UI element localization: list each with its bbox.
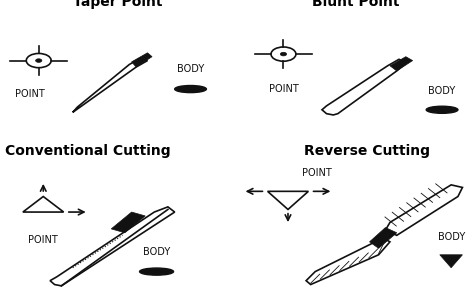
- Text: BODY: BODY: [143, 247, 170, 257]
- Circle shape: [280, 52, 287, 56]
- Polygon shape: [23, 197, 64, 212]
- Text: POINT: POINT: [269, 84, 298, 94]
- Text: POINT: POINT: [28, 235, 58, 245]
- Title: Reverse Cutting: Reverse Cutting: [304, 144, 430, 158]
- Polygon shape: [50, 207, 175, 286]
- Text: BODY: BODY: [438, 232, 465, 242]
- Text: POINT: POINT: [301, 168, 331, 178]
- Polygon shape: [370, 228, 397, 248]
- Polygon shape: [390, 57, 412, 71]
- Polygon shape: [322, 59, 406, 115]
- Polygon shape: [132, 53, 152, 67]
- Text: BODY: BODY: [428, 86, 456, 96]
- Text: Conventional Cutting: Conventional Cutting: [5, 144, 170, 158]
- Polygon shape: [440, 255, 463, 268]
- Polygon shape: [73, 58, 147, 112]
- Title: Blunt Point: Blunt Point: [312, 0, 400, 9]
- Polygon shape: [111, 212, 145, 233]
- Polygon shape: [306, 238, 390, 285]
- Text: BODY: BODY: [177, 64, 204, 74]
- Ellipse shape: [175, 86, 206, 93]
- Polygon shape: [385, 185, 463, 235]
- Text: POINT: POINT: [15, 89, 45, 99]
- Circle shape: [36, 59, 42, 62]
- Polygon shape: [268, 191, 309, 209]
- Title: Taper Point: Taper Point: [73, 0, 163, 9]
- Ellipse shape: [426, 106, 458, 113]
- Ellipse shape: [139, 268, 173, 275]
